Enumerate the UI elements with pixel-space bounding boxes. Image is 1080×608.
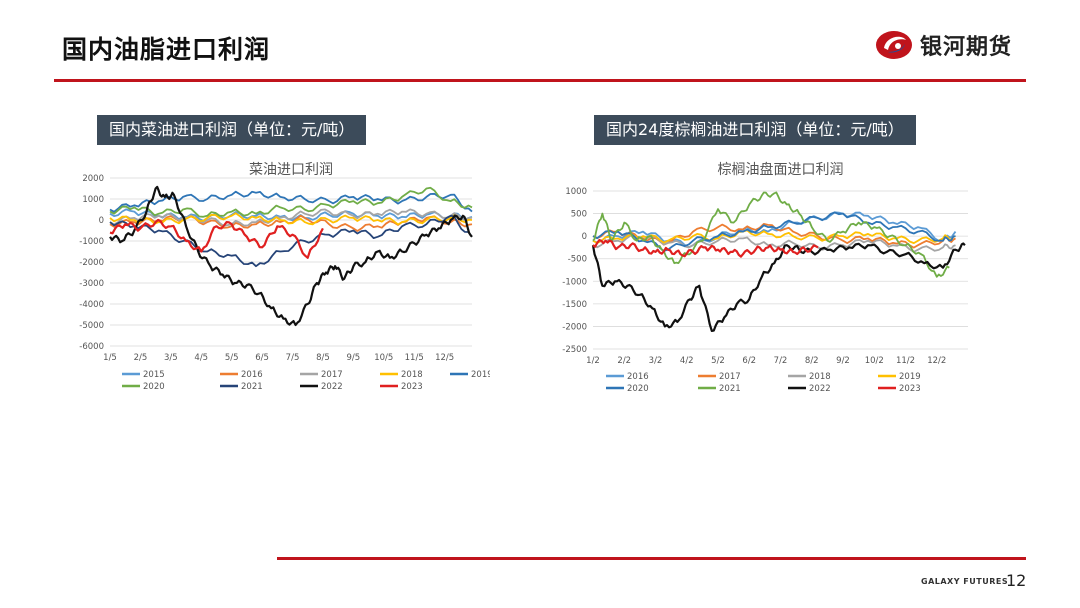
x-tick-label: 3/2	[649, 356, 663, 366]
x-tick-label: 1/5	[103, 353, 117, 363]
x-tick-label: 7/5	[286, 353, 300, 363]
series-line-2018	[109, 212, 473, 226]
chart-title: 菜油进口利润	[249, 162, 333, 178]
series-line-2017	[109, 208, 473, 227]
x-tick-label: 12/2	[927, 356, 946, 366]
legend-label-2018: 2018	[401, 370, 423, 380]
y-tick-label: 2000	[82, 174, 104, 184]
x-tick-label: 9/2	[836, 356, 850, 366]
legend-label-2023: 2023	[899, 384, 921, 394]
legend-label-2015: 2015	[143, 370, 165, 380]
slide-title: 国内油脂进口利润	[62, 35, 271, 64]
footer-divider	[277, 557, 1026, 560]
legend-label-2020: 2020	[627, 384, 649, 394]
x-tick-label: 11/5	[405, 353, 424, 363]
x-tick-label: 8/5	[316, 353, 330, 363]
series-line-2021	[592, 191, 950, 278]
x-tick-label: 9/5	[347, 353, 361, 363]
brand-logo: 银河期货	[874, 28, 1012, 62]
x-tick-label: 8/2	[805, 356, 819, 366]
x-tick-label: 4/2	[680, 356, 694, 366]
x-tick-label: 5/5	[225, 353, 239, 363]
legend-label-2016: 2016	[627, 372, 649, 382]
series-line-2021	[109, 214, 473, 268]
series-line-2022	[591, 242, 966, 332]
y-tick-label: -6000	[79, 342, 104, 352]
series-line-2020	[592, 211, 956, 252]
brand-name: 银河期货	[920, 35, 1013, 60]
x-tick-label: 11/2	[896, 356, 915, 366]
legend-label-2021: 2021	[719, 384, 741, 394]
legend-label-2017: 2017	[321, 370, 343, 380]
legend-label-2016: 2016	[241, 370, 263, 380]
panel-header-palm: 国内24度棕榈油进口利润（单位：元/吨）	[594, 115, 916, 145]
legend-label-2020: 2020	[143, 382, 165, 392]
legend-label-2022: 2022	[321, 382, 343, 392]
series-line-2020	[109, 186, 473, 218]
footer-brand: GALAXY FUTURES	[921, 577, 1009, 586]
y-tick-label: -500	[568, 255, 587, 265]
y-tick-label: -1000	[562, 277, 587, 287]
x-tick-label: 7/2	[774, 356, 788, 366]
x-tick-label: 4/5	[194, 353, 208, 363]
rapeseed-profit-chart: 菜油进口利润 2000 1000 0 -1000 -2000 -3000 -4000 -5000…	[79, 162, 490, 392]
galaxy-logo-icon	[876, 31, 912, 59]
y-tick-label: -2500	[562, 345, 587, 355]
y-tick-label: -2000	[79, 258, 104, 268]
legend-label-2022: 2022	[809, 384, 831, 394]
x-tick-label: 12/5	[435, 353, 454, 363]
x-tick-label: 2/2	[617, 356, 631, 366]
legend-label-2021: 2021	[241, 382, 263, 392]
x-tick-label: 5/2	[711, 356, 725, 366]
legend-label-2019: 2019	[471, 370, 490, 380]
legend-label-2017: 2017	[719, 372, 741, 382]
x-tick-label: 10/2	[865, 356, 884, 366]
y-tick-label: 0	[99, 216, 104, 226]
chart-title: 棕榈油盘面进口利润	[718, 161, 844, 178]
y-tick-label: 0	[582, 232, 587, 242]
x-tick-label: 6/5	[255, 353, 269, 363]
y-tick-label: -3000	[79, 279, 104, 289]
legend-label-2023: 2023	[401, 382, 423, 392]
y-tick-label: -1500	[562, 300, 587, 310]
legend-label-2018: 2018	[809, 372, 831, 382]
x-tick-label: 3/5	[164, 353, 178, 363]
page-number: 12	[1006, 571, 1027, 590]
series-line-2019	[592, 229, 956, 244]
x-tick-label: 6/2	[742, 356, 756, 366]
y-tick-label: 1000	[565, 187, 587, 197]
y-tick-label: -4000	[79, 300, 104, 310]
header-divider	[54, 79, 1026, 82]
palm-profit-chart: 棕榈油盘面进口利润 1000 500 0 -500 -1000 -1500 -2000 -250…	[562, 161, 968, 394]
legend-label-2019: 2019	[899, 372, 921, 382]
y-tick-label: 500	[571, 210, 587, 220]
x-tick-label: 1/2	[586, 356, 600, 366]
series-line-2023	[592, 239, 819, 258]
series-line-2022	[109, 185, 473, 327]
panel-header-rapeseed: 国内菜油进口利润（单位：元/吨）	[97, 115, 367, 145]
series-line-2023	[109, 218, 324, 259]
y-tick-label: 1000	[82, 195, 104, 205]
x-tick-label: 10/5	[374, 353, 393, 363]
y-tick-label: -2000	[562, 322, 587, 332]
x-tick-label: 2/5	[134, 353, 148, 363]
y-tick-label: -5000	[79, 321, 104, 331]
y-tick-label: -1000	[79, 237, 104, 247]
